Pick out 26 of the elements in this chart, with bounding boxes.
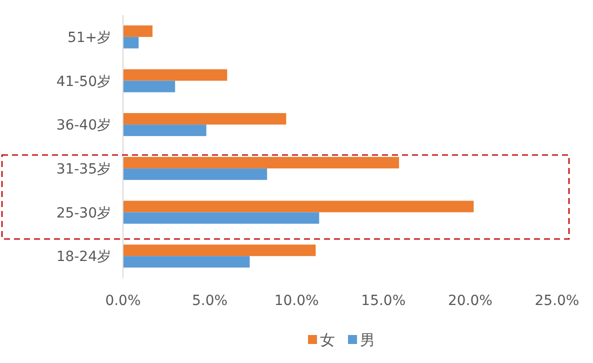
x-tick-label: 20.0% [448,293,492,309]
legend-label: 男 [360,331,375,349]
bar [123,256,250,268]
bar [123,69,228,81]
x-tick-label: 10.0% [274,293,319,309]
x-tick-label: 5.0% [192,293,228,309]
y-tick-label: 31-35岁 [56,161,111,178]
bar [123,168,268,180]
y-tick-label: 25-30岁 [56,205,111,222]
bar [123,124,206,136]
y-tick-label: 41-50岁 [56,74,111,90]
y-tick-label: 18-24岁 [56,249,111,266]
x-tick-label: 0.0% [105,293,141,309]
bar [123,36,139,48]
bar [123,200,474,212]
bar [123,156,400,168]
y-tick-label: 51+岁 [67,30,111,46]
bar [123,212,320,224]
y-tick-label: 36-40岁 [56,118,111,134]
bar [123,113,286,125]
x-tick-label: 15.0% [361,293,406,309]
legend-label: 女 [320,331,335,349]
bar [123,244,316,256]
bar [123,25,153,37]
x-tick-label: 25.0% [534,293,580,309]
bar [123,80,176,92]
